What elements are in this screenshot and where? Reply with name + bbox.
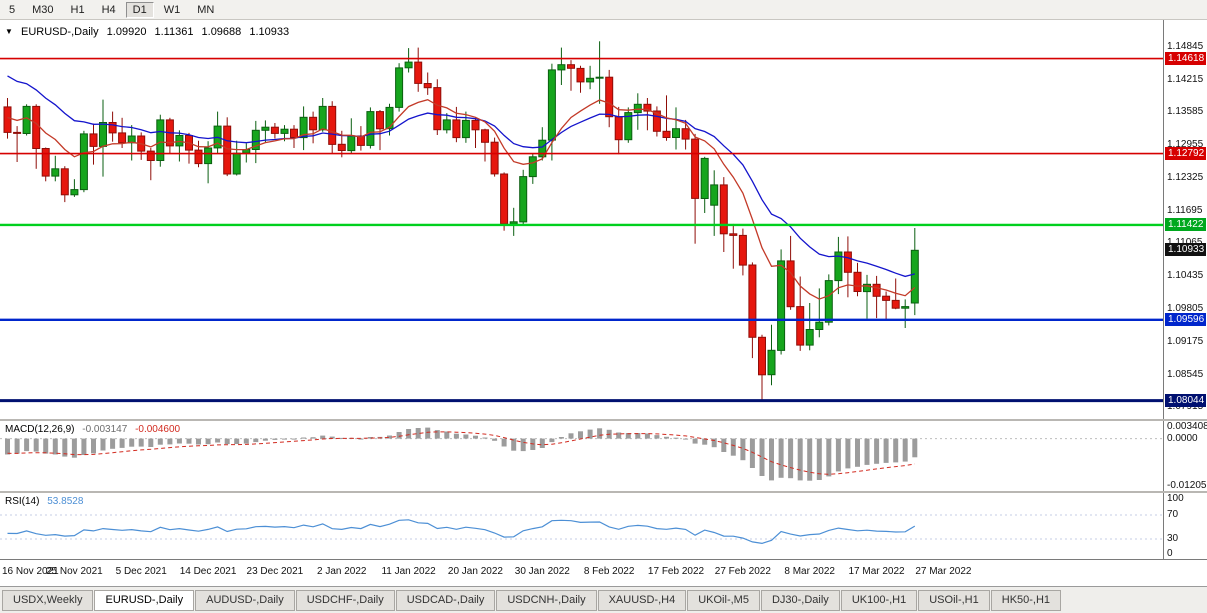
timeframe-button-5[interactable]: 5 <box>9 3 16 16</box>
rsi-axis-label: 30 <box>1167 533 1179 544</box>
time-axis-label: 14 Dec 2021 <box>179 566 237 577</box>
support-badge-navy: 1.08044 <box>1165 393 1206 407</box>
rsi-name: RSI(14) <box>5 496 40 507</box>
time-axis-label: 27 Mar 2022 <box>915 566 972 577</box>
price-chart-pane: 1.14845 1.14215 1.13585 1.12955 1.12325 1.116… <box>0 20 1207 419</box>
price-axis-label: 1.09175 <box>1167 335 1204 347</box>
chart-tab-audusd-daily[interactable]: AUDUSD-,Daily <box>195 589 295 611</box>
price-axis-label: 1.14845 <box>1167 40 1204 52</box>
time-axis[interactable]: 16 Nov 2021 25 Nov 2021 5 Dec 2021 14 Dec 2… <box>0 559 1207 586</box>
chart-tab-eurusd-daily[interactable]: EURUSD-,Daily <box>94 589 195 611</box>
timeframe-button-h4[interactable]: H4 <box>101 3 116 16</box>
chart-tab-usoil-h1[interactable]: USOil-,H1 <box>918 589 990 611</box>
macd-indicator-label: MACD(12,26,9) -0.003147 -0.004600 <box>5 424 185 435</box>
resistance-badge-upper: 1.14618 <box>1165 51 1206 65</box>
time-axis-label: 20 Jan 2022 <box>447 566 503 577</box>
chart-tab-usdcad-daily[interactable]: USDCAD-,Daily <box>395 589 496 611</box>
rsi-axis[interactable]: 100 70 30 0 <box>1163 493 1207 559</box>
rsi-axis-label: 0 <box>1167 548 1173 559</box>
macd-axis-label: 0.0000 <box>1167 432 1198 444</box>
timeframe-button-mn[interactable]: MN <box>197 3 215 16</box>
time-axis-label: 25 Nov 2021 <box>45 566 103 577</box>
chart-tab-bar: USDX,Weekly EURUSD-,Daily AUDUSD-,Daily USD… <box>0 586 1207 613</box>
time-axis-label: 8 Feb 2022 <box>583 566 635 577</box>
rsi-axis-label: 70 <box>1167 509 1179 520</box>
price-axis-label: 1.12325 <box>1167 171 1204 183</box>
rsi-pane: 100 70 30 0 RSI(14) 53.8528 <box>0 493 1207 559</box>
rsi-value: 53.8528 <box>47 496 84 507</box>
ohlc-low: 1.09688 <box>201 26 242 38</box>
price-axis-label: 1.11065 <box>1167 237 1202 248</box>
rsi-axis-label: 100 <box>1167 493 1184 504</box>
chart-tab-usdcnh-daily[interactable]: USDCNH-,Daily <box>496 589 597 611</box>
symbol-marker-icon: ▼ <box>5 27 13 36</box>
time-axis-label: 8 Mar 2022 <box>784 566 835 577</box>
rsi-canvas[interactable] <box>0 493 1163 559</box>
chart-tab-usdchf-daily[interactable]: USDCHF-,Daily <box>295 589 395 611</box>
support-badge-blue: 1.09596 <box>1165 312 1206 326</box>
macd-name: MACD(12,26,9) <box>5 424 75 435</box>
price-axis-label: 1.10435 <box>1167 270 1204 282</box>
price-axis-label: 1.07915 <box>1167 401 1204 413</box>
current-price-badge: 1.10933 <box>1165 243 1206 257</box>
timeframe-button-d1[interactable]: D1 <box>125 1 154 18</box>
chart-tab-hk50-h1[interactable]: HK50-,H1 <box>990 589 1062 611</box>
price-axis-label: 1.09805 <box>1167 302 1204 314</box>
chart-tab-usdx-weekly[interactable]: USDX,Weekly <box>2 589 94 611</box>
time-axis-label: 23 Dec 2021 <box>246 566 304 577</box>
macd-axis-label: -0.012058 <box>1167 480 1207 491</box>
chart-tab-uk100-h1[interactable]: UK100-,H1 <box>840 589 918 611</box>
time-axis-label: 2 Jan 2022 <box>317 566 367 577</box>
ohlc-open: 1.09920 <box>106 26 147 38</box>
price-axis-label: 1.14215 <box>1167 73 1204 85</box>
time-axis-label: 27 Feb 2022 <box>714 566 771 577</box>
level-badge-green: 1.11422 <box>1165 217 1206 231</box>
price-axis-label: 1.08545 <box>1167 368 1204 380</box>
macd-value-signal: -0.004600 <box>135 424 181 435</box>
macd-axis-label: 0.003408 <box>1167 421 1207 432</box>
timeframe-toolbar: 5 M30 H1 H4 D1 W1 MN <box>0 0 1207 20</box>
price-chart-canvas[interactable] <box>0 20 1163 419</box>
time-axis-label: 16 Nov 2021 <box>2 566 59 577</box>
pane-splitter-macd[interactable] <box>0 419 1207 421</box>
resistance-badge-lower: 1.12792 <box>1165 146 1206 160</box>
symbol-timeframe-label: EURUSD-,Daily <box>20 26 99 38</box>
time-axis-label: 17 Feb 2022 <box>647 566 705 577</box>
price-axis[interactable]: 1.14845 1.14215 1.13585 1.12955 1.12325 1.116… <box>1163 20 1207 419</box>
chart-tab-ukoil-m5[interactable]: UKOil-,M5 <box>687 589 760 611</box>
chart-tab-xauusd-h4[interactable]: XAUUSD-,H4 <box>597 589 687 611</box>
pane-splitter-rsi[interactable] <box>0 491 1207 493</box>
price-axis-label: 1.12955 <box>1167 139 1204 151</box>
timeframe-button-w1[interactable]: W1 <box>163 3 181 16</box>
time-axis-label: 30 Jan 2022 <box>514 566 570 577</box>
macd-value-main: -0.003147 <box>82 424 128 435</box>
time-axis-label: 5 Dec 2021 <box>115 566 167 577</box>
price-axis-label: 1.11695 <box>1167 204 1203 216</box>
chart-tab-dj30-daily[interactable]: DJ30-,Daily <box>760 589 840 611</box>
time-axis-label: 17 Mar 2022 <box>848 566 905 577</box>
time-axis-label: 11 Jan 2022 <box>381 566 436 577</box>
chart-ohlc-header: ▼ EURUSD-,Daily 1.09920 1.11361 1.09688 … <box>5 26 294 38</box>
price-axis-label: 1.13585 <box>1167 106 1204 118</box>
ohlc-close: 1.10933 <box>249 26 290 38</box>
rsi-indicator-label: RSI(14) 53.8528 <box>5 496 88 507</box>
macd-canvas[interactable] <box>0 421 1163 491</box>
timeframe-button-m30[interactable]: M30 <box>32 3 54 16</box>
ohlc-high: 1.11361 <box>154 26 194 38</box>
timeframe-button-h1[interactable]: H1 <box>70 3 85 16</box>
